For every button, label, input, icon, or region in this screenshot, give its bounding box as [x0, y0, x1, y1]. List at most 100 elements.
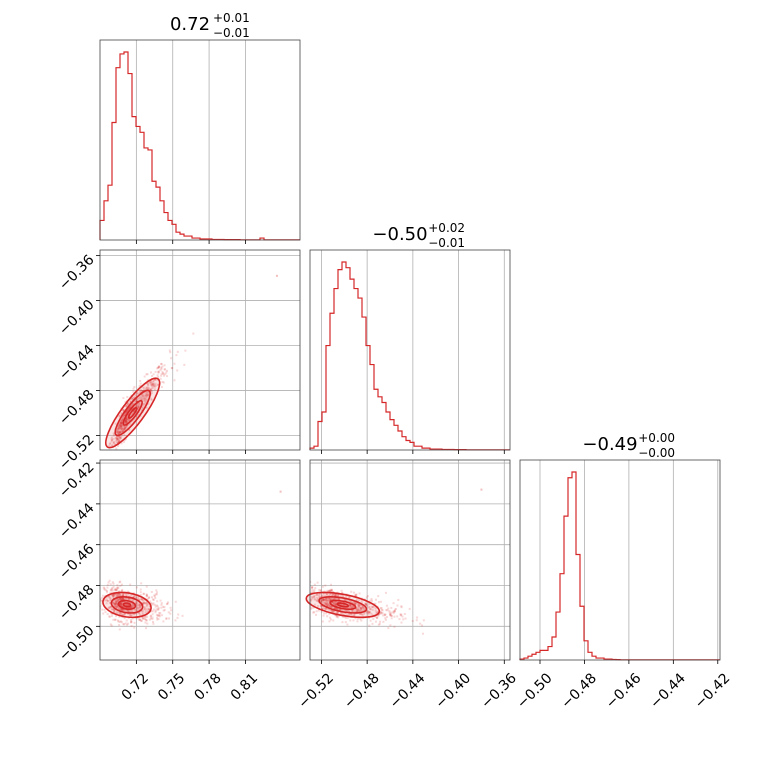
sample-point [360, 608, 363, 611]
sample-point [302, 594, 304, 596]
sample-point [181, 614, 184, 617]
sample-point [117, 595, 120, 598]
sample-point [400, 605, 403, 608]
sample-point [368, 611, 371, 614]
sample-point [327, 604, 330, 607]
sample-point [358, 612, 361, 615]
sample-point [118, 416, 121, 419]
sample-point [135, 398, 138, 401]
x-tick-label: −0.46 [603, 670, 645, 712]
sample-point [376, 610, 379, 613]
sample-point [336, 614, 339, 617]
sample-point [127, 403, 130, 406]
sample-point [399, 613, 402, 616]
y-tick-label: −0.50 [56, 623, 98, 665]
sample-point [398, 618, 401, 621]
x-tick-label: 0.78 [191, 670, 224, 703]
sample-point [104, 469, 106, 471]
sample-point [118, 437, 121, 440]
histogram-1-title-lower: −0.01 [428, 236, 465, 250]
sample-point [358, 604, 361, 607]
sample-point [143, 602, 146, 605]
sample-point [142, 602, 145, 605]
sample-point [112, 595, 115, 598]
sample-point [141, 390, 144, 393]
sample-point [113, 602, 116, 605]
sample-point [348, 596, 351, 599]
sample-point [368, 602, 371, 605]
sample-point [125, 418, 128, 421]
sample-point [122, 409, 125, 412]
sample-point [321, 585, 324, 588]
sample-point [362, 606, 365, 609]
hist-2-grid [539, 460, 719, 660]
sample-point [125, 606, 128, 609]
sample-point [119, 431, 122, 434]
sample-point [131, 397, 134, 400]
sample-point [352, 619, 355, 622]
sample-point [345, 609, 348, 612]
sample-point [111, 586, 114, 589]
sample-point [128, 416, 131, 419]
sample-point [145, 619, 148, 622]
sample-point [160, 373, 163, 376]
sample-point [339, 607, 342, 610]
sample-point [128, 406, 131, 409]
sample-point [328, 599, 331, 602]
sample-point [119, 421, 122, 424]
sample-point [116, 431, 119, 434]
sample-point [315, 610, 318, 613]
sample-point [127, 413, 130, 416]
sample-point [133, 621, 136, 624]
sample-point [105, 602, 108, 605]
sample-point [303, 590, 305, 592]
sample-point [132, 412, 135, 415]
sample-point [117, 424, 120, 427]
sample-point [318, 596, 321, 599]
sample-point [345, 595, 348, 598]
sample-point [355, 607, 358, 610]
sample-point [136, 392, 139, 395]
sample-point [119, 599, 122, 602]
sample-point [301, 581, 303, 583]
sample-point [123, 597, 126, 600]
sample-point [111, 612, 114, 615]
sample-point [129, 606, 132, 609]
sample-point [116, 436, 119, 439]
sample-point [395, 608, 398, 611]
sample-point [118, 604, 121, 607]
sample-point [117, 450, 119, 452]
sample-point [153, 595, 156, 598]
sample-point [119, 425, 122, 428]
sample-point [326, 599, 329, 602]
sample-point [127, 407, 130, 410]
sample-point [115, 588, 118, 591]
sample-point [128, 407, 131, 410]
sample-point [143, 398, 146, 401]
sample-point [389, 613, 392, 616]
sample-point [135, 601, 138, 604]
sample-point [331, 600, 334, 603]
sample-point [310, 598, 313, 601]
hist-1-grid [321, 250, 505, 450]
sample-point [156, 605, 159, 608]
sample-point [114, 443, 117, 446]
sample-point [327, 595, 330, 598]
sample-point [345, 599, 348, 602]
sample-point [320, 596, 323, 599]
sample-point [131, 617, 134, 620]
sample-point [354, 602, 357, 605]
sample-point [131, 604, 134, 607]
sample-point [122, 606, 125, 609]
sample-point [139, 594, 142, 597]
sample-point [111, 454, 113, 456]
sample-point [114, 602, 117, 605]
sample-point [118, 623, 121, 626]
sample-point [362, 606, 365, 609]
sample-point [133, 417, 136, 420]
sample-point [310, 606, 312, 609]
panel-1-frame [99, 459, 301, 661]
sample-point [160, 386, 163, 389]
sample-point [372, 605, 375, 608]
histogram-0-title-upper: +0.01 [213, 11, 250, 25]
